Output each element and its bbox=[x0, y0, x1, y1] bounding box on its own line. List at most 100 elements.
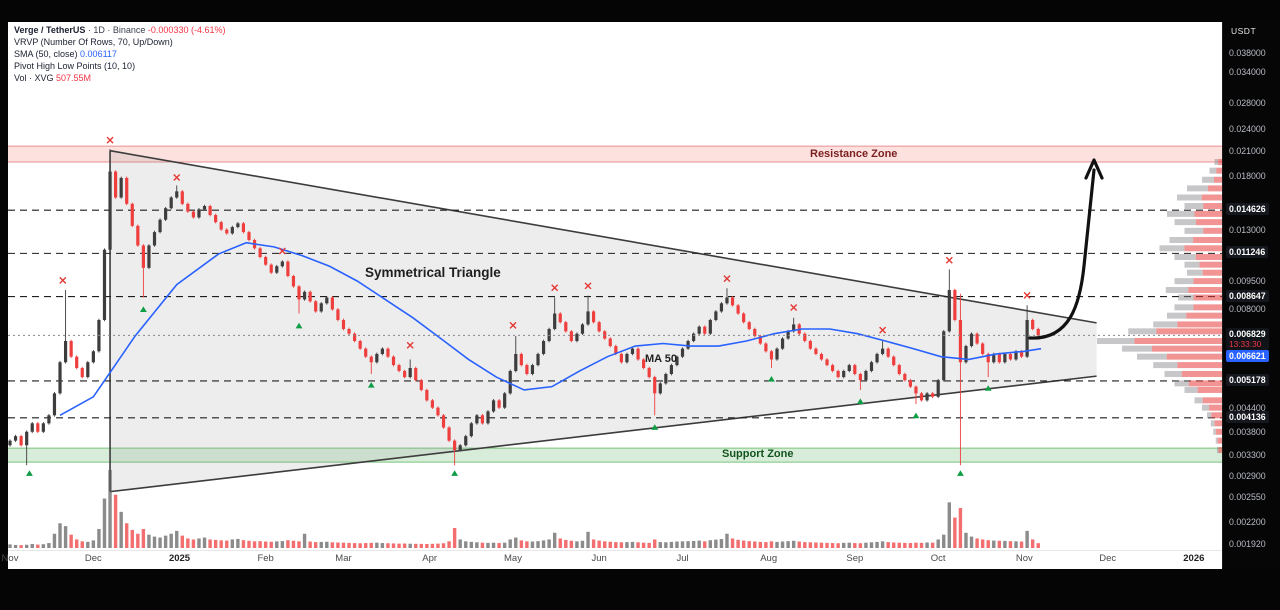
volume-bar bbox=[13, 544, 18, 548]
indicator-volume[interactable]: Vol · XVG 507.55M bbox=[14, 72, 225, 84]
volume-bar bbox=[197, 538, 201, 548]
month-label: Apr bbox=[422, 553, 438, 564]
candle-body bbox=[214, 215, 218, 223]
candle-body bbox=[630, 348, 635, 354]
vrvp-up-bar bbox=[1153, 321, 1178, 328]
candle-body bbox=[503, 393, 507, 408]
volume-bar bbox=[464, 541, 468, 548]
volume-bar bbox=[758, 541, 763, 548]
pivot-high-marker bbox=[406, 341, 414, 349]
candle-body bbox=[425, 389, 429, 401]
vrvp-down-bar bbox=[1156, 328, 1222, 335]
candle-body bbox=[414, 368, 418, 381]
candle-body bbox=[75, 356, 79, 369]
volume-bar bbox=[386, 543, 390, 548]
candle-body bbox=[408, 368, 412, 378]
chart-legend[interactable]: Verge / TetherUS · 1D · Binance -0.00033… bbox=[14, 24, 225, 84]
volume-bar bbox=[213, 539, 218, 548]
volume-bar bbox=[24, 544, 29, 548]
volume-bar bbox=[953, 517, 957, 548]
volume-bar bbox=[180, 535, 184, 548]
volume-bar bbox=[375, 542, 379, 548]
volume-bar bbox=[875, 541, 879, 548]
candle-body bbox=[975, 333, 979, 344]
vrvp-up-bar bbox=[1164, 370, 1182, 377]
volume-bar bbox=[447, 541, 451, 548]
candle-body bbox=[981, 343, 985, 354]
candle-body bbox=[769, 351, 774, 360]
pivot-low-marker bbox=[295, 322, 303, 329]
candle-body bbox=[397, 365, 401, 371]
price-axis[interactable]: USDT 0.038000 0.034000 0.028000 0.024000 0.0… bbox=[1222, 22, 1280, 568]
countdown-timer: 13:33:30 bbox=[1229, 339, 1262, 350]
price-tick: 0.024000 bbox=[1229, 123, 1266, 134]
candle-body bbox=[8, 440, 12, 446]
price-tick: 0.004400 bbox=[1229, 402, 1266, 413]
candle-body bbox=[453, 440, 457, 451]
indicator-pivot[interactable]: Pivot High Low Points (10, 10) bbox=[14, 61, 136, 71]
volume-bar bbox=[958, 508, 963, 548]
volume-bar bbox=[869, 542, 874, 548]
volume-bar bbox=[514, 537, 518, 548]
candle-body bbox=[91, 351, 95, 363]
volume-bar bbox=[1014, 541, 1018, 548]
candle-body bbox=[942, 331, 946, 381]
symbol-line[interactable]: Verge / TetherUS · 1D · Binance -0.00033… bbox=[14, 24, 225, 36]
candle-body bbox=[903, 373, 907, 381]
vrvp-up-bar bbox=[1202, 404, 1209, 411]
month-label: 2026 bbox=[1183, 553, 1205, 564]
volume-bar bbox=[775, 541, 779, 548]
time-axis[interactable]: Nov Dec 2025 Feb Mar Apr May Jun Jul Aug Sep Oct Nov… bbox=[2, 550, 1222, 569]
month-label: Oct bbox=[930, 553, 946, 564]
candle-body bbox=[491, 400, 496, 412]
volume-bar bbox=[52, 533, 57, 548]
candle-body bbox=[308, 291, 312, 302]
candle-body bbox=[969, 333, 974, 347]
candle-body bbox=[892, 356, 896, 366]
volume-bar bbox=[63, 526, 68, 548]
candle-body bbox=[19, 436, 23, 446]
candle-body bbox=[30, 423, 34, 432]
volume-bar bbox=[919, 542, 924, 548]
volume-bar bbox=[842, 542, 846, 548]
volume-bar bbox=[191, 539, 196, 548]
volume-bar bbox=[313, 542, 318, 548]
candle-body bbox=[936, 380, 940, 397]
volume-bar bbox=[625, 542, 629, 548]
candle-body bbox=[825, 359, 829, 366]
candle-body bbox=[375, 353, 379, 363]
candle-body bbox=[886, 348, 890, 357]
candle-body bbox=[358, 341, 362, 349]
chart-pane[interactable]: Verge / TetherUS · 1D · Binance -0.00033… bbox=[2, 22, 1222, 569]
vrvp-down-bar bbox=[1209, 404, 1222, 411]
volume-bar bbox=[258, 541, 262, 548]
candle-body bbox=[258, 248, 262, 258]
candle-body bbox=[475, 415, 479, 424]
candle-body bbox=[119, 177, 123, 198]
volume-bar bbox=[886, 542, 890, 548]
volume-bar bbox=[914, 542, 918, 548]
vrvp-down-bar bbox=[1188, 287, 1222, 294]
indicator-vrvp[interactable]: VRVP (Number Of Rows, 70, Up/Down) bbox=[14, 37, 173, 47]
pivot-high-marker bbox=[584, 282, 592, 290]
volume-bar bbox=[175, 530, 179, 548]
vrvp-up-bar bbox=[1137, 353, 1167, 360]
price-tick: 0.001920 bbox=[1229, 538, 1266, 549]
month-label: Sep bbox=[846, 553, 864, 564]
volume-bar bbox=[97, 528, 101, 548]
volume-bar bbox=[163, 535, 168, 548]
volume-bar bbox=[925, 542, 929, 548]
volume-bar bbox=[74, 539, 79, 548]
volume-bar bbox=[969, 536, 974, 548]
candle-body bbox=[441, 415, 446, 428]
indicator-sma[interactable]: SMA (50, close) 0.006117 bbox=[14, 48, 225, 60]
volume-bar bbox=[791, 540, 796, 548]
volume-bar bbox=[930, 542, 935, 548]
volume-bar bbox=[664, 542, 668, 548]
volume-bar bbox=[703, 541, 707, 548]
candle-body bbox=[575, 333, 579, 342]
price-chart[interactable] bbox=[8, 22, 1222, 550]
candle-body bbox=[419, 380, 423, 390]
volume-bar bbox=[630, 541, 635, 548]
vrvp-down-bar bbox=[1199, 261, 1222, 268]
